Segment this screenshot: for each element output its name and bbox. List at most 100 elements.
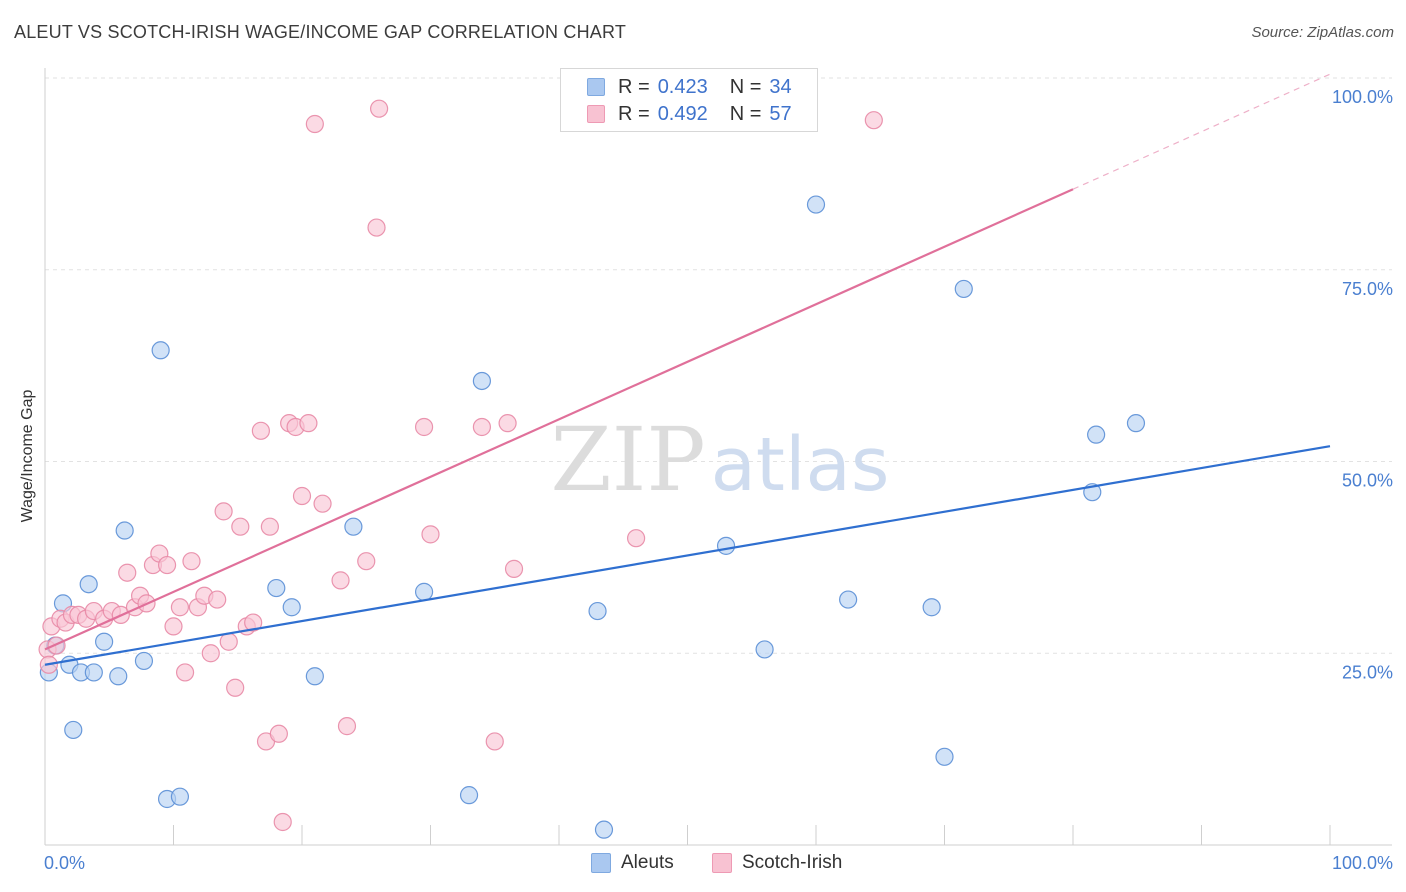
scotch-irish-point [175, 663, 195, 682]
aleut-point [755, 640, 774, 659]
scotch-irish-trend-line-extension [1072, 73, 1331, 190]
watermark-zip: ZIP [550, 408, 705, 511]
scotch-irish-point [226, 678, 245, 697]
series-swatch-scotch-irish [712, 853, 732, 873]
scotch-irish-point [244, 613, 263, 632]
legend-row-aleuts: R = 0.423 N = 34 [587, 75, 792, 99]
aleut-point [282, 598, 301, 617]
legend-swatch-scotch-irish [587, 105, 605, 123]
legend-r-value: 0.492 [657, 102, 708, 125]
aleut-point [1087, 425, 1106, 444]
trend-lines [44, 73, 1331, 666]
source-label: Source: ZipAtlas.com [1251, 24, 1394, 41]
scotch-irish-point [164, 617, 183, 636]
legend-n-label: N = [729, 75, 762, 98]
aleut-point [954, 279, 973, 299]
scotch-irish-point [273, 812, 292, 832]
aleut-point [459, 786, 479, 805]
scotch-irish-point [299, 414, 318, 433]
legend-n-value: 57 [769, 102, 792, 125]
scotch-irish-point [208, 590, 227, 609]
aleut-point [109, 667, 128, 686]
aleut-trend-line [44, 445, 1331, 666]
tick-labels: 25.0% 50.0% 75.0% 100.0% 0.0% 100.0% [44, 87, 1393, 873]
scotch-irish-point [260, 517, 279, 536]
scotch-irish-point [292, 486, 312, 506]
series-legend-aleuts: Aleuts [591, 852, 674, 874]
y-tick-label: 75.0% [1342, 279, 1393, 299]
series-label-scotch-irish: Scotch-Irish [742, 852, 843, 873]
legend-n-value: 34 [769, 75, 792, 98]
legend-swatch-aleuts [587, 78, 605, 96]
series-legend: Aleuts Scotch-Irish [0, 852, 1406, 878]
scotch-irish-point [864, 111, 883, 130]
y-tick-label: 25.0% [1342, 662, 1393, 682]
scotch-irish-point [337, 717, 357, 736]
series-legend-scotch-irish: Scotch-Irish [712, 852, 842, 874]
scotch-irish-trend-line [44, 188, 1074, 651]
aleut-point [134, 651, 154, 671]
scotch-irish-point [251, 421, 270, 440]
y-tick-label: 50.0% [1342, 471, 1393, 491]
scotch-irish-point [504, 559, 524, 578]
legend-row-scotch-irish: R = 0.492 N = 57 [587, 102, 792, 126]
scotch-irish-point [472, 417, 491, 437]
scotch-irish-point [231, 517, 250, 536]
scotch-irish-point [170, 598, 190, 617]
scotch-irish-point [157, 555, 177, 575]
legend-r-value: 0.423 [657, 75, 708, 98]
scotch-irish-point [313, 494, 332, 513]
legend-r-label: R = [618, 102, 650, 125]
scotch-irish-point [367, 218, 386, 237]
scotch-irish-point [305, 114, 324, 134]
aleut-point [806, 195, 826, 214]
aleut-point [1126, 414, 1146, 433]
aleut-point [344, 517, 363, 536]
watermark-atlas: atlas [711, 422, 890, 508]
scotch-irish-point [201, 644, 220, 663]
aleut-point [84, 663, 103, 682]
axes [44, 68, 1392, 846]
chart-title: ALEUT VS SCOTCH-IRISH WAGE/INCOME GAP CO… [14, 22, 627, 42]
aleut-point [267, 578, 286, 598]
aleut-point [594, 820, 614, 839]
aleut-point [115, 521, 134, 540]
aleut-point [588, 601, 607, 621]
scotch-irish-point [626, 529, 646, 548]
scotch-irish-point [214, 502, 233, 521]
aleut-point [414, 582, 434, 601]
aleut-point [79, 575, 98, 594]
scotch-irish-point [421, 525, 440, 544]
aleut-point [151, 341, 170, 360]
series-swatch-aleuts [591, 853, 611, 873]
aleut-point [170, 787, 190, 806]
legend-r-label: R = [618, 75, 650, 98]
scotch-irish-point [357, 552, 376, 571]
correlation-legend: R = 0.423 N = 34 R = 0.492 N = 57 [560, 68, 818, 132]
aleut-point [64, 720, 83, 740]
aleut-point [935, 747, 954, 766]
x-tick-label: 100.0% [1332, 853, 1393, 873]
scotch-irish-point [498, 414, 517, 433]
data-points [38, 99, 1146, 839]
x-tick-label: 0.0% [44, 853, 85, 873]
scotch-irish-point [47, 636, 66, 655]
grid-lines [45, 77, 1392, 654]
aleut-point [922, 598, 941, 617]
scotch-irish-point [414, 417, 434, 437]
aleut-point [305, 667, 324, 686]
scotch-irish-point [331, 571, 350, 590]
scotch-irish-point [182, 552, 201, 571]
aleut-point [95, 632, 114, 651]
series-label-aleuts: Aleuts [621, 852, 674, 873]
aleut-point [472, 371, 491, 391]
scotch-irish-point [118, 563, 137, 582]
scotch-irish-point [219, 632, 238, 651]
aleut-point [839, 590, 858, 609]
y-tick-label: 100.0% [1332, 87, 1393, 107]
y-axis-label: Wage/Income Gap [19, 389, 36, 523]
legend-n-label: N = [729, 102, 762, 125]
watermark: ZIP atlas [550, 408, 889, 511]
scotch-irish-point [370, 99, 389, 118]
